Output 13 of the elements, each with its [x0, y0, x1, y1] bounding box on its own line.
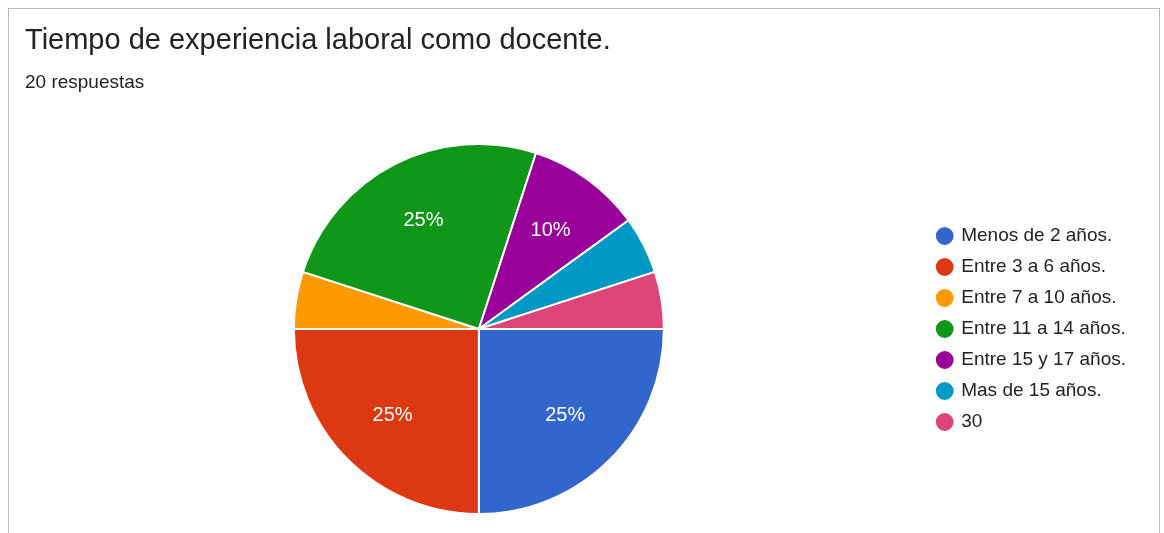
legend-label: 30	[961, 410, 983, 432]
data-label: 25%	[403, 207, 444, 230]
chart-title: Tiempo de experiencia laboral como docente.	[25, 23, 611, 56]
legend-label: Entre 3 a 6 años.	[961, 255, 1106, 277]
text: 20 respuestas	[25, 71, 145, 93]
data-label: 10%	[530, 217, 571, 240]
legend-label: Entre 7 a 10 años.	[961, 286, 1117, 308]
legend-label: Entre 11 a 14 años.	[961, 317, 1126, 339]
legend-label: Mas de 15 años.	[961, 379, 1102, 401]
data-label: 25%	[545, 402, 586, 425]
legend-label: Entre 15 y 17 años.	[961, 348, 1127, 370]
data-label: 25%	[372, 402, 413, 425]
legend-label: Menos de 2 años.	[961, 224, 1113, 246]
